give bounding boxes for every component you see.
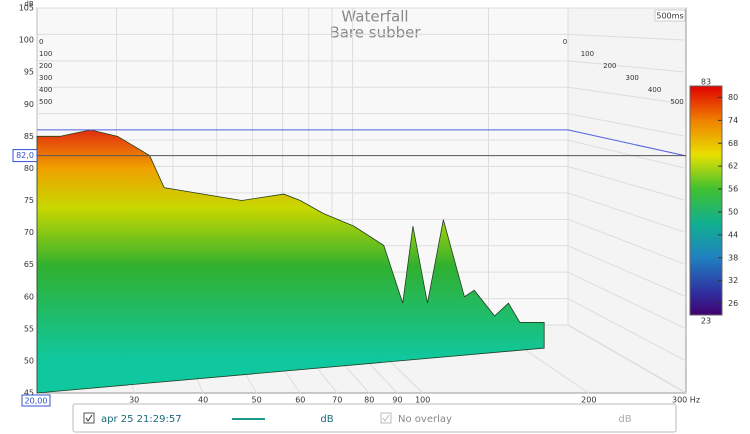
legend-bar xyxy=(72,403,677,433)
grid-line xyxy=(567,324,687,394)
colorbar-label: 23 xyxy=(701,317,711,326)
time-tick-label: 100 xyxy=(581,50,594,58)
time-tick-label: 100 xyxy=(39,50,52,58)
grid-line xyxy=(567,192,687,234)
time-tick-label: 200 xyxy=(603,62,616,70)
time-tick-label: 0 xyxy=(39,38,43,46)
measurement-name[interactable]: apr 25 21:29:57 xyxy=(101,414,182,425)
y-tick-label: 105 xyxy=(19,4,34,13)
overlay[interactable]: No overlay xyxy=(398,414,452,425)
check xyxy=(85,414,93,422)
grid-line xyxy=(567,271,687,330)
y-cursor-label: 82,0 xyxy=(16,151,34,160)
time-tick-label: 500 xyxy=(39,98,52,106)
cursor-box xyxy=(21,394,51,407)
colorbar-label: 74 xyxy=(728,116,738,125)
colorbar-label: 44 xyxy=(728,230,738,239)
x-tick-label: 50 xyxy=(252,396,262,405)
y-tick-label: 75 xyxy=(24,196,34,205)
grid-line xyxy=(567,298,687,362)
grid-line xyxy=(567,33,687,41)
y-tick-label: 80 xyxy=(24,164,34,173)
colorbar-label: 68 xyxy=(728,139,738,148)
x-tick-label: 70 xyxy=(332,396,342,405)
time-tick-label: 200 xyxy=(39,62,52,70)
grid-line xyxy=(567,218,687,266)
colorbar-label: 62 xyxy=(728,162,738,171)
x-tick-label: 200 xyxy=(581,396,596,405)
y-label: dB xyxy=(24,0,33,8)
grid-line xyxy=(567,245,687,298)
colorbar-label: 56 xyxy=(728,185,738,194)
y-tick-label: 50 xyxy=(24,356,34,365)
colorbar-label: 83 xyxy=(701,78,711,87)
colorbar-label: 50 xyxy=(728,207,738,216)
x-tick-label: 100 xyxy=(415,396,430,405)
series-unit: dB xyxy=(320,414,333,425)
time-tick-label: 300 xyxy=(626,74,639,82)
y-tick-label: 65 xyxy=(24,260,34,269)
colorbar-label: 26 xyxy=(728,299,738,308)
grid-line xyxy=(567,166,687,201)
y-tick-label: 90 xyxy=(24,100,34,109)
x-tick-label: 30 xyxy=(129,396,139,405)
time-range: 500ms xyxy=(656,12,683,21)
waterfall-surface xyxy=(36,129,545,394)
colorbar-label: 38 xyxy=(728,253,738,262)
x-cursor-label: 20,00 xyxy=(25,397,48,406)
time-tick-label: 500 xyxy=(670,98,683,106)
cursor-box xyxy=(12,149,38,163)
y-tick-label: 60 xyxy=(24,292,34,301)
time-tick-label: 300 xyxy=(39,74,52,82)
colorbar xyxy=(689,85,723,316)
colorbar-label: 32 xyxy=(728,276,738,285)
title: Waterfall xyxy=(341,8,408,26)
x-tick-label: 80 xyxy=(364,396,374,405)
grid-line xyxy=(567,60,687,73)
grid-line xyxy=(567,113,687,137)
grid-line xyxy=(567,139,687,169)
time-tick-label: 400 xyxy=(39,86,52,94)
subtitle: Bare subber xyxy=(329,24,421,42)
time-tick-label: 0 xyxy=(563,38,567,46)
y-tick-label: 95 xyxy=(24,68,34,77)
y-tick-label: 85 xyxy=(24,132,34,141)
colorbar-label: 80 xyxy=(728,93,738,102)
x-tick-label: 40 xyxy=(198,396,208,405)
x-tick-label: 90 xyxy=(392,396,402,405)
x-tick-label: 300 Hz xyxy=(672,396,700,405)
x-tick-label: 60 xyxy=(295,396,305,405)
checkbox[interactable] xyxy=(83,412,95,424)
grid-line xyxy=(567,86,687,105)
y-tick-label: 100 xyxy=(19,36,34,45)
reference-line xyxy=(37,129,687,157)
time-tick-label: 400 xyxy=(648,86,661,94)
y-tick-label: 45 xyxy=(24,389,34,398)
check xyxy=(382,414,390,422)
overlay-checkbox[interactable] xyxy=(380,412,392,424)
time-box xyxy=(654,9,686,22)
overlay-unit: dB xyxy=(618,414,631,425)
y-tick-label: 55 xyxy=(24,324,34,333)
y-tick-label: 70 xyxy=(24,228,34,237)
